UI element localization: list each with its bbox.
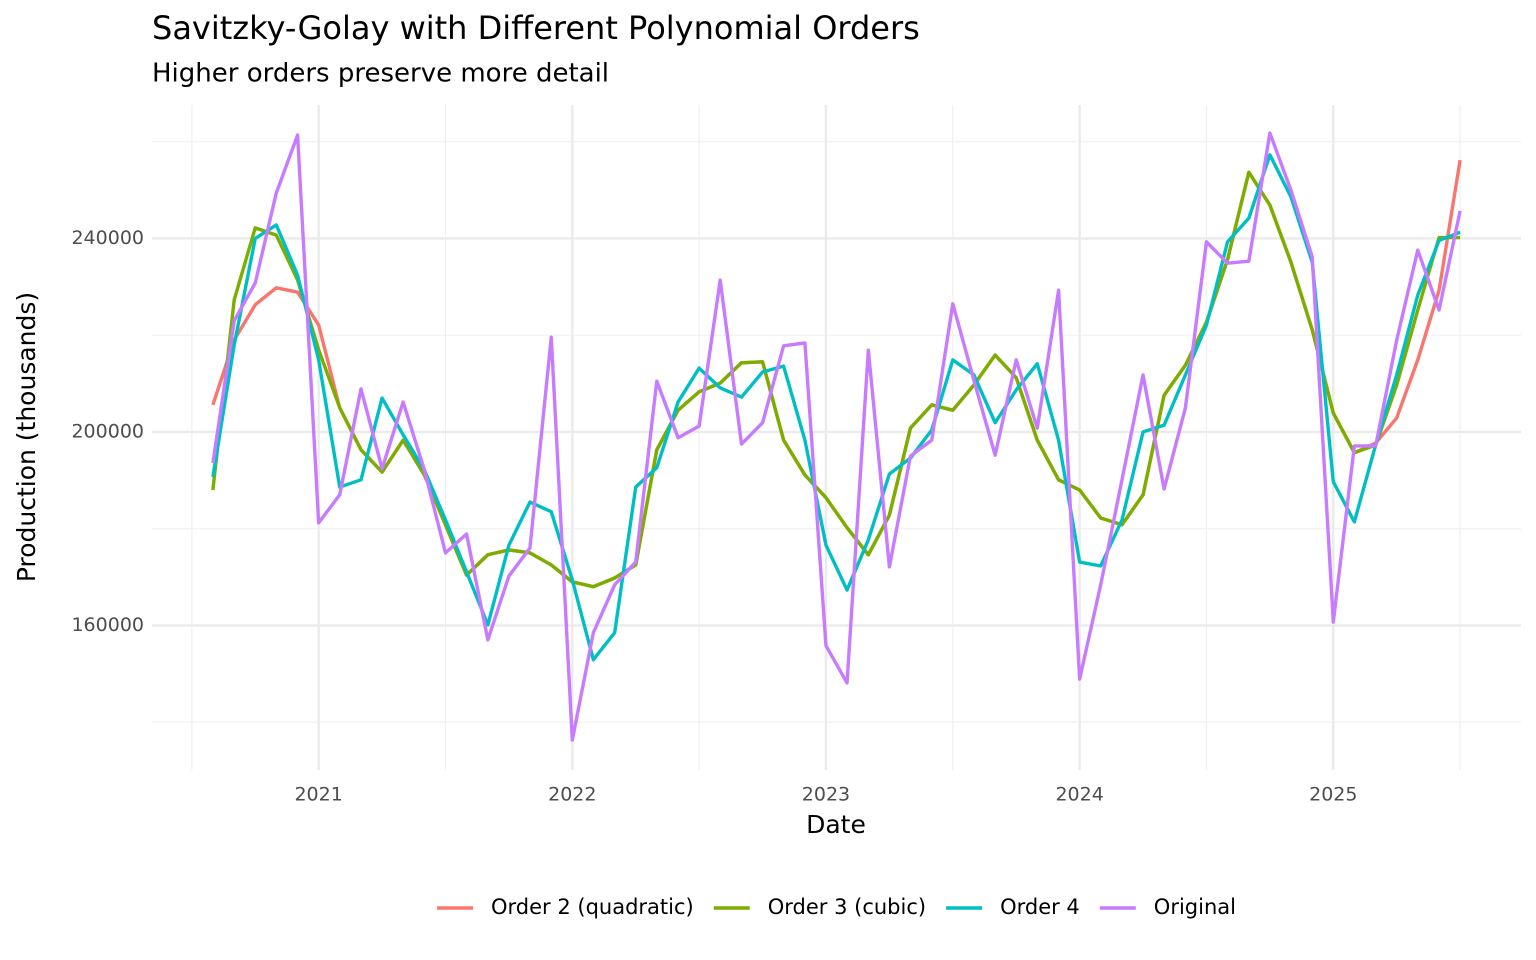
y-tick-label: 240000 — [71, 227, 144, 249]
x-tick-label: 2023 — [802, 784, 850, 806]
x-tick-label: 2022 — [548, 784, 596, 806]
x-tick-label: 2025 — [1309, 784, 1357, 806]
grid — [152, 105, 1521, 770]
y-tick-label: 200000 — [71, 420, 144, 442]
x-tick-label: 2021 — [294, 784, 342, 806]
legend-label: Original — [1154, 895, 1236, 919]
legend-label: Order 2 (quadratic) — [491, 895, 694, 919]
chart-title: Savitzky-Golay with Different Polynomial… — [152, 9, 920, 47]
legend-label: Order 4 — [1000, 895, 1080, 919]
legend-label: Order 3 (cubic) — [768, 895, 926, 919]
y-tick-label: 160000 — [71, 614, 144, 636]
x-axis-title: Date — [806, 810, 866, 839]
y-axis-title: Production (thousands) — [12, 292, 41, 582]
x-tick-label: 2024 — [1055, 784, 1103, 806]
legend: Order 2 (quadratic) Order 3 (cubic) Order … — [437, 895, 1236, 919]
series-line — [211, 131, 1462, 742]
chart-subtitle: Higher orders preserve more detail — [152, 59, 609, 89]
plot-lines — [211, 131, 1462, 742]
series-line — [211, 170, 1461, 589]
